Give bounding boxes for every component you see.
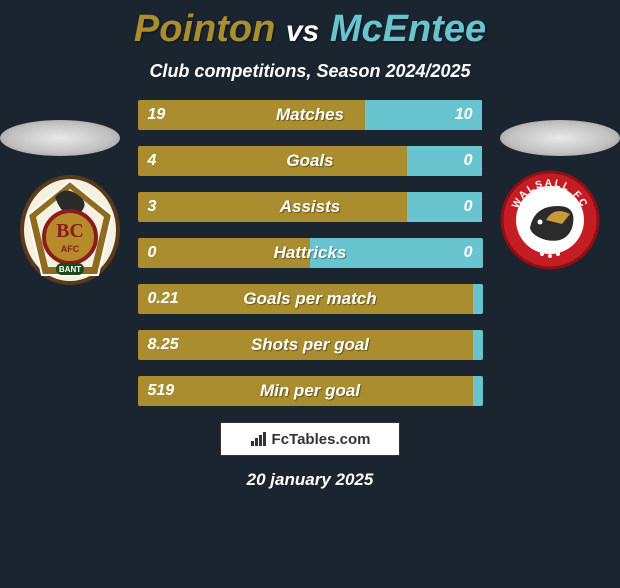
stat-left-value: 8.25	[148, 336, 179, 354]
stat-row: 0.21Goals per match	[138, 284, 483, 314]
vs-separator: vs	[286, 15, 319, 48]
stat-left-bar: 0.21	[138, 284, 473, 314]
stat-left-value: 4	[148, 152, 157, 170]
svg-text:AFC: AFC	[61, 244, 80, 254]
stat-left-bar: 8.25	[138, 330, 473, 360]
stat-left-bar: 0	[138, 238, 311, 268]
stat-right-bar	[473, 376, 483, 406]
stat-left-value: 19	[148, 106, 166, 124]
comparison-title: Pointon vs McEntee	[0, 8, 620, 51]
stat-left-bar: 4	[138, 146, 407, 176]
stat-right-bar: 0	[407, 146, 483, 176]
stat-right-bar: 0	[407, 192, 483, 222]
chart-icon	[250, 430, 268, 448]
stat-row: 40Goals	[138, 146, 483, 176]
stat-row: 1910Matches	[138, 100, 483, 130]
stat-bars-container: 1910Matches40Goals30Assists00Hattricks0.…	[138, 100, 483, 406]
stat-right-bar: 10	[365, 100, 482, 130]
comparison-content: BC AFC BANT WALSALL FC 1910Matches40Goal…	[0, 100, 620, 490]
stat-left-value: 3	[148, 198, 157, 216]
player1-name: Pointon	[134, 8, 275, 50]
svg-text:BC: BC	[56, 220, 84, 242]
stat-left-bar: 519	[138, 376, 473, 406]
stat-right-bar	[473, 330, 483, 360]
player2-club-badge: WALSALL FC	[500, 170, 600, 280]
stat-right-bar	[473, 284, 483, 314]
stat-right-value: 0	[464, 198, 473, 216]
stat-row: 8.25Shots per goal	[138, 330, 483, 360]
stat-left-value: 0.21	[148, 290, 179, 308]
brand-text: FcTables.com	[272, 431, 371, 448]
stat-right-value: 0	[464, 152, 473, 170]
stat-left-bar: 3	[138, 192, 407, 222]
stat-row: 30Assists	[138, 192, 483, 222]
svg-text:BANT: BANT	[59, 265, 81, 274]
stat-right-value: 0	[464, 244, 473, 262]
stat-left-bar: 19	[138, 100, 366, 130]
player2-name: McEntee	[330, 8, 486, 50]
stat-right-bar: 0	[310, 238, 483, 268]
brand-attribution: FcTables.com	[220, 422, 400, 456]
competition-subtitle: Club competitions, Season 2024/2025	[0, 61, 620, 82]
player1-silhouette	[0, 120, 120, 156]
snapshot-date: 20 january 2025	[0, 470, 620, 490]
stat-row: 519Min per goal	[138, 376, 483, 406]
player1-club-badge: BC AFC BANT	[20, 175, 120, 285]
player2-silhouette	[500, 120, 620, 156]
stat-left-value: 519	[148, 382, 175, 400]
stat-right-value: 10	[455, 106, 473, 124]
stat-left-value: 0	[148, 244, 157, 262]
stat-row: 00Hattricks	[138, 238, 483, 268]
